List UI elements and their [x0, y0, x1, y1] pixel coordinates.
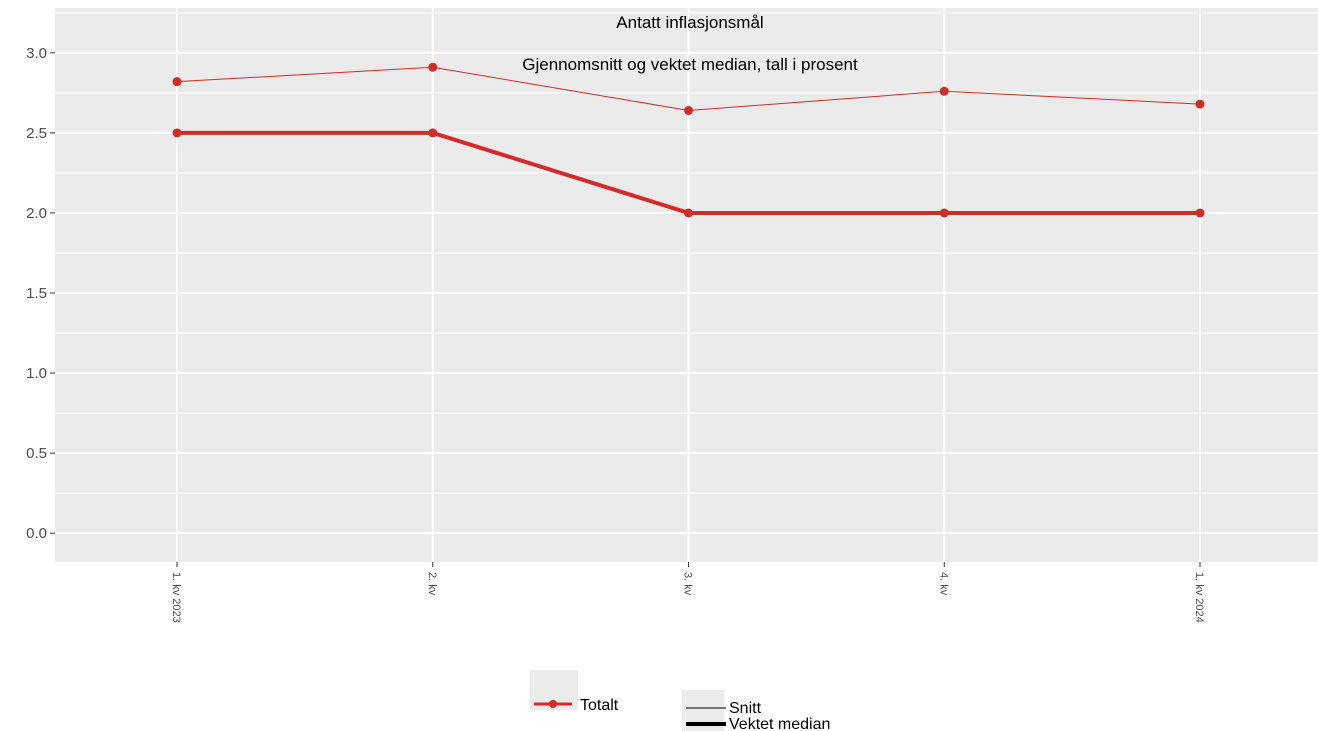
y-tick-label: 1.5 [26, 285, 47, 302]
legend: Totalt Snitt Vektet median [530, 670, 830, 731]
chart-subtitle: Gjennomsnitt og vektet median, tall i pr… [522, 55, 858, 74]
x-tick-label: 1. kv 2023 [170, 572, 182, 623]
data-point [428, 62, 438, 72]
x-tick-label: 4. kv [937, 572, 949, 596]
series-layer [172, 62, 1205, 218]
y-tick-label: 3.0 [26, 45, 47, 62]
legend-label-totalt: Totalt [580, 697, 619, 714]
y-tick-label: 1.0 [26, 365, 47, 382]
x-axis: 1. kv 2023 2. kv 3. kv 4. kv 1. kv 2024 [170, 562, 1205, 623]
data-point [684, 208, 693, 218]
data-point [172, 128, 182, 138]
data-point [1195, 99, 1205, 109]
legend-label-snitt: Snitt [729, 700, 762, 717]
data-point [939, 208, 949, 218]
plot-panel [55, 8, 1318, 562]
x-tick-label: 3. kv [682, 572, 694, 596]
x-tick-label: 2. kv [426, 572, 438, 596]
data-point [939, 86, 949, 96]
x-tick-label: 1. kv 2024 [1193, 572, 1205, 623]
data-point [684, 105, 693, 115]
data-point [1195, 208, 1205, 218]
y-tick-label: 2.5 [26, 125, 47, 142]
y-axis: 0.0 0.5 1.0 1.5 2.0 2.5 3.0 [26, 45, 55, 542]
chart-title: Antatt inflasjonsmål [616, 13, 763, 32]
data-point [172, 77, 182, 87]
grid-lines [55, 8, 1318, 562]
legend-color-point [549, 700, 557, 708]
legend-label-vektet-median: Vektet median [729, 716, 830, 731]
y-tick-label: 0.0 [26, 525, 47, 542]
data-point [428, 128, 438, 138]
y-tick-label: 2.0 [26, 205, 47, 222]
y-tick-label: 0.5 [26, 445, 47, 462]
